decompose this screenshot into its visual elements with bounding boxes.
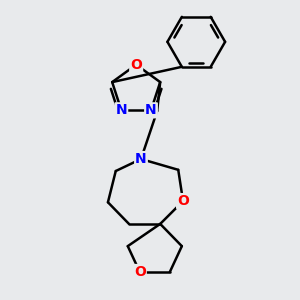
- Text: N: N: [145, 103, 157, 117]
- Text: O: O: [177, 194, 189, 208]
- Text: N: N: [116, 103, 127, 117]
- Text: O: O: [134, 265, 146, 279]
- Text: O: O: [130, 58, 142, 72]
- Text: N: N: [135, 152, 147, 166]
